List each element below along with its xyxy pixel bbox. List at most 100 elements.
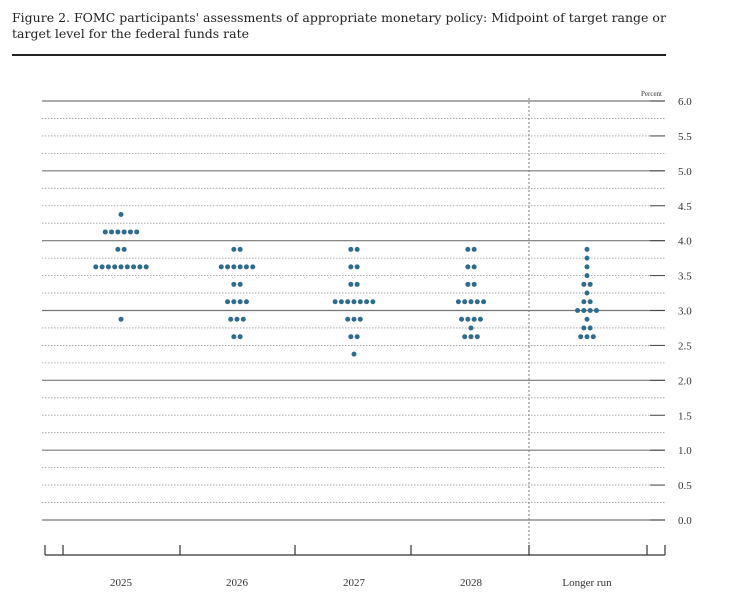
- participant-dot: [218, 264, 224, 270]
- participant-dot: [462, 334, 468, 340]
- x-tick-label: 2025: [110, 577, 133, 589]
- participant-dot: [590, 334, 596, 340]
- participant-dot: [354, 264, 360, 270]
- participant-dot: [468, 325, 474, 331]
- participant-dot: [471, 281, 477, 287]
- participant-dot: [143, 264, 149, 270]
- participant-dot: [121, 246, 127, 252]
- participant-dot: [237, 281, 243, 287]
- participant-dot: [112, 264, 118, 270]
- participant-dot: [581, 281, 587, 287]
- x-tick-label: Longer run: [562, 577, 612, 589]
- y-axis-label: Percent: [641, 90, 662, 98]
- y-tick-label: 2.0: [678, 375, 692, 387]
- participant-dot: [348, 264, 354, 270]
- participant-dot: [234, 316, 240, 322]
- participant-dot: [584, 316, 590, 322]
- participant-dot: [468, 299, 474, 305]
- y-tick-label: 2.5: [678, 340, 692, 352]
- participant-dot: [587, 281, 593, 287]
- participant-dot: [231, 246, 237, 252]
- participant-dot: [471, 316, 477, 322]
- participant-dot: [93, 264, 99, 270]
- participant-dot: [459, 316, 465, 322]
- participant-dot: [348, 334, 354, 340]
- participant-dot: [357, 316, 363, 322]
- participant-dot: [481, 299, 487, 305]
- participant-dot: [240, 316, 246, 322]
- participant-dot: [455, 299, 461, 305]
- participant-dot: [462, 299, 468, 305]
- participant-dot: [581, 299, 587, 305]
- participant-dot: [118, 264, 124, 270]
- participant-dot: [243, 264, 249, 270]
- participant-dot: [471, 246, 477, 252]
- participant-dot: [584, 255, 590, 261]
- participant-dot: [231, 334, 237, 340]
- participant-dot: [593, 308, 599, 313]
- participant-dot: [587, 299, 593, 305]
- participant-dot: [465, 246, 471, 252]
- x-tick-label: 2026: [226, 577, 249, 589]
- participant-dot: [115, 229, 121, 235]
- participant-dot: [584, 334, 590, 340]
- title-rule: [12, 54, 666, 56]
- participant-dot: [121, 229, 127, 235]
- participant-dot: [127, 229, 133, 235]
- participant-dot: [474, 334, 480, 340]
- y-tick-label: 0.0: [678, 515, 692, 527]
- participant-dot: [231, 281, 237, 287]
- participant-dot: [587, 308, 593, 313]
- participant-dot: [351, 316, 357, 322]
- participant-dot: [354, 246, 360, 252]
- y-tick-label: 6.0: [678, 96, 692, 108]
- participant-dot: [225, 264, 231, 270]
- participant-dot: [131, 264, 137, 270]
- participant-dot: [348, 281, 354, 287]
- participant-dot: [351, 299, 357, 305]
- y-tick-label: 3.0: [678, 306, 692, 318]
- participant-dot: [581, 325, 587, 331]
- participant-dot: [357, 299, 363, 305]
- y-tick-label: 4.0: [678, 236, 692, 248]
- participant-dot: [109, 229, 115, 235]
- participant-dot: [584, 264, 590, 270]
- y-tick-label: 3.5: [678, 271, 692, 283]
- participant-dot: [250, 264, 256, 270]
- participant-dot: [137, 264, 143, 270]
- participant-dot: [115, 246, 121, 252]
- participant-dot: [338, 299, 344, 305]
- participant-dot: [468, 334, 474, 340]
- participant-dot: [118, 211, 124, 217]
- participant-dot: [243, 299, 249, 305]
- y-tick-label: 5.0: [678, 166, 692, 178]
- x-tick-label: 2028: [460, 577, 483, 589]
- participant-dot: [102, 229, 108, 235]
- participant-dot: [584, 273, 590, 279]
- participant-dot: [231, 264, 237, 270]
- participant-dot: [231, 299, 237, 305]
- participant-dot: [354, 281, 360, 287]
- participant-dot: [471, 264, 477, 270]
- participant-dot: [578, 334, 584, 340]
- y-tick-label: 1.0: [678, 445, 692, 457]
- participant-dot: [587, 325, 593, 331]
- participant-dot: [332, 299, 338, 305]
- participant-dot: [465, 316, 471, 322]
- participant-dot: [575, 308, 581, 313]
- participant-dot: [351, 351, 357, 357]
- participant-dot: [118, 316, 124, 322]
- participant-dot: [105, 264, 111, 270]
- participant-dot: [364, 299, 370, 305]
- participant-dot: [477, 316, 483, 322]
- participant-dot: [237, 334, 243, 340]
- participant-dot: [99, 264, 105, 270]
- participant-dot: [354, 334, 360, 340]
- y-tick-label: 0.5: [678, 480, 692, 492]
- y-tick-label: 4.5: [678, 201, 692, 213]
- chart-title: Figure 2. FOMC participants' assessments…: [12, 10, 666, 41]
- y-tick-label: 1.5: [678, 410, 692, 422]
- participant-dot: [225, 299, 231, 305]
- participant-dot: [348, 246, 354, 252]
